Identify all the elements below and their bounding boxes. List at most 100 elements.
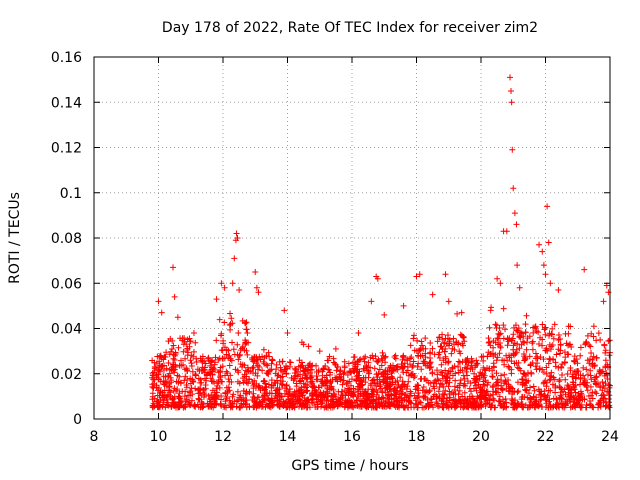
data-point bbox=[506, 364, 513, 371]
data-point bbox=[323, 397, 330, 404]
data-point bbox=[450, 335, 457, 342]
data-point bbox=[291, 404, 298, 411]
data-point bbox=[365, 368, 372, 375]
data-point bbox=[182, 355, 189, 362]
data-point bbox=[395, 381, 402, 388]
y-tick-label: 0.04 bbox=[51, 322, 82, 338]
data-point bbox=[558, 372, 565, 379]
data-point bbox=[569, 379, 576, 386]
data-point bbox=[565, 351, 572, 358]
data-point bbox=[438, 361, 445, 368]
data-point bbox=[226, 387, 233, 394]
data-point bbox=[253, 284, 260, 291]
data-point bbox=[489, 384, 496, 391]
data-point bbox=[330, 399, 337, 406]
data-point bbox=[351, 360, 358, 367]
data-point bbox=[314, 401, 321, 408]
data-point bbox=[264, 370, 271, 377]
data-point bbox=[562, 391, 569, 398]
data-point bbox=[584, 332, 591, 339]
data-point bbox=[455, 341, 462, 348]
data-point bbox=[495, 330, 502, 337]
data-point bbox=[467, 380, 474, 387]
data-point bbox=[442, 387, 449, 394]
data-point bbox=[296, 378, 303, 385]
data-point bbox=[265, 368, 272, 375]
data-point bbox=[573, 356, 580, 363]
data-point bbox=[508, 370, 515, 377]
data-point bbox=[410, 358, 417, 365]
data-point bbox=[564, 382, 571, 389]
data-point bbox=[442, 355, 449, 362]
data-point bbox=[304, 404, 311, 411]
data-point bbox=[516, 284, 523, 291]
data-point bbox=[587, 372, 594, 379]
data-point bbox=[196, 386, 203, 393]
data-point bbox=[247, 368, 254, 375]
data-point bbox=[162, 404, 169, 411]
data-point bbox=[586, 342, 593, 349]
data-point bbox=[187, 357, 194, 364]
data-point bbox=[581, 381, 588, 388]
data-point bbox=[529, 346, 536, 353]
y-tick-label: 0.14 bbox=[51, 95, 82, 111]
data-point bbox=[584, 387, 591, 394]
data-point bbox=[150, 400, 157, 407]
data-point bbox=[157, 403, 164, 410]
data-point bbox=[404, 357, 411, 364]
data-point bbox=[556, 350, 563, 357]
data-point bbox=[264, 362, 271, 369]
data-point bbox=[545, 387, 552, 394]
data-point bbox=[234, 367, 241, 374]
data-point bbox=[442, 271, 449, 278]
data-point bbox=[324, 390, 331, 397]
data-point bbox=[325, 401, 332, 408]
data-point bbox=[324, 357, 331, 364]
data-point bbox=[177, 380, 184, 387]
data-point bbox=[416, 398, 423, 405]
data-point bbox=[197, 376, 204, 383]
data-point bbox=[577, 388, 584, 395]
data-point bbox=[565, 323, 572, 330]
data-point bbox=[155, 371, 162, 378]
y-tick-label: 0.12 bbox=[51, 141, 82, 157]
data-point bbox=[255, 289, 262, 296]
data-point bbox=[286, 399, 293, 406]
data-point bbox=[493, 322, 500, 329]
data-point bbox=[514, 262, 521, 269]
data-point bbox=[516, 345, 523, 352]
data-point bbox=[373, 387, 380, 394]
data-point bbox=[523, 387, 530, 394]
data-point bbox=[574, 367, 581, 374]
data-point bbox=[482, 391, 489, 398]
data-point bbox=[543, 364, 550, 371]
data-point bbox=[493, 389, 500, 396]
data-point bbox=[246, 404, 253, 411]
data-point bbox=[542, 347, 549, 354]
y-tick-label: 0.02 bbox=[51, 367, 82, 383]
data-point bbox=[439, 372, 446, 379]
data-point bbox=[211, 393, 218, 400]
data-point bbox=[243, 388, 250, 395]
data-point bbox=[224, 370, 231, 377]
data-point bbox=[584, 371, 591, 378]
data-point bbox=[278, 382, 285, 389]
data-point bbox=[290, 396, 297, 403]
data-point bbox=[566, 389, 573, 396]
data-point bbox=[547, 346, 554, 353]
data-point bbox=[370, 398, 377, 405]
data-point bbox=[589, 403, 596, 410]
data-point bbox=[510, 401, 517, 408]
data-point bbox=[448, 350, 455, 357]
data-point bbox=[458, 309, 465, 316]
data-point bbox=[242, 367, 249, 374]
data-point bbox=[463, 399, 470, 406]
data-point bbox=[556, 394, 563, 401]
data-point bbox=[429, 345, 436, 352]
data-point bbox=[163, 349, 170, 356]
data-point bbox=[532, 350, 539, 357]
data-point bbox=[546, 377, 553, 384]
data-point bbox=[508, 358, 515, 365]
data-point bbox=[339, 392, 346, 399]
data-point bbox=[345, 398, 352, 405]
